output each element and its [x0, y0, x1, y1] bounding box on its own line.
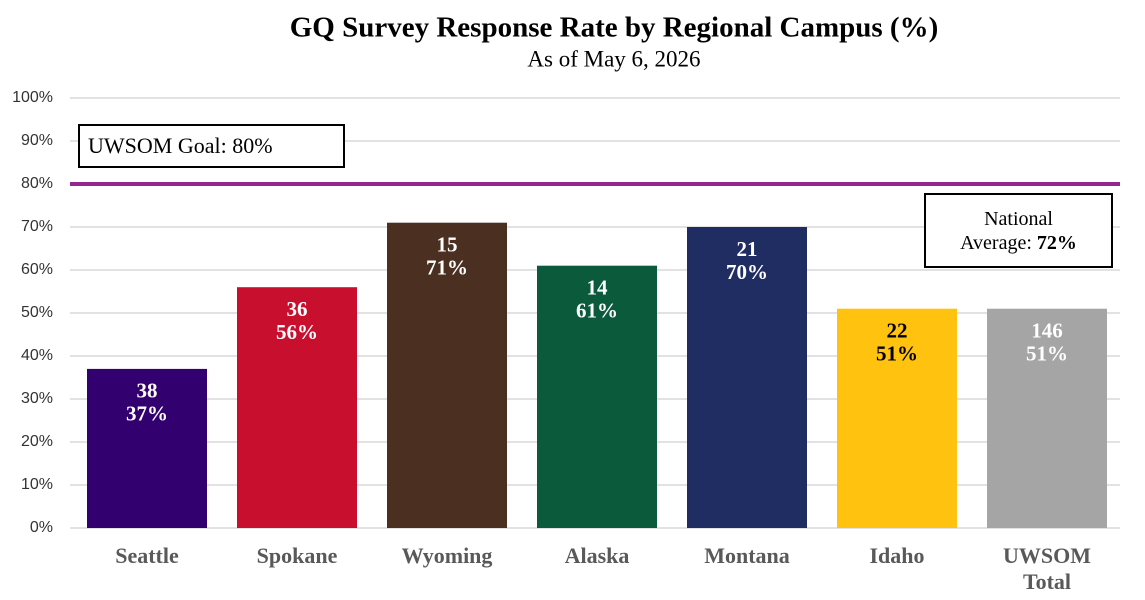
bar: [987, 308, 1107, 528]
bar: [837, 308, 957, 528]
bar: [687, 227, 807, 528]
bar: [387, 222, 507, 528]
y-tick-label: 100%: [12, 89, 53, 106]
y-tick-label: 50%: [21, 304, 53, 321]
bar-count-label: 146: [1031, 319, 1063, 343]
bar-count-label: 22: [887, 319, 908, 343]
bar-value-label: 61%: [576, 299, 618, 323]
goal-label: UWSOM Goal: 80%: [78, 124, 345, 168]
bar-value-label: 37%: [126, 402, 168, 426]
bar-value-label: 56%: [276, 320, 318, 344]
y-tick-label: 30%: [21, 390, 53, 407]
bar-count-label: 36: [287, 297, 308, 321]
bar-count-label: 14: [587, 276, 609, 300]
bar: [537, 265, 657, 528]
bar: [237, 287, 357, 528]
x-tick-label: UWSOM Total: [1003, 543, 1091, 594]
bar-value-label: 51%: [1026, 342, 1068, 366]
chart-title: GQ Survey Response Rate by Regional Camp…: [290, 12, 939, 44]
x-tick-label: Alaska: [564, 543, 630, 568]
x-tick-label: Spokane: [256, 543, 338, 568]
y-tick-label: 90%: [21, 132, 53, 149]
y-tick-label: 80%: [21, 175, 53, 192]
bar-value-label: 71%: [426, 256, 468, 280]
national-average: National Average: 72%: [924, 193, 1113, 268]
y-tick-label: 60%: [21, 261, 53, 278]
bar-value-label: 51%: [876, 342, 918, 366]
x-tick-label: Wyoming: [401, 543, 493, 568]
y-tick-label: 10%: [21, 476, 53, 493]
chart-subtitle: As of May 6, 2026: [527, 46, 700, 71]
x-tick-label: Seattle: [115, 543, 179, 568]
bar-count-label: 15: [437, 233, 458, 257]
x-tick-label: Montana: [704, 543, 790, 568]
y-tick-label: 20%: [21, 433, 53, 450]
national-average-label: National Average:: [960, 207, 1053, 254]
bar-value-label: 70%: [726, 260, 768, 284]
bar: [87, 368, 207, 528]
bar-count-label: 21: [737, 237, 758, 261]
y-tick-label: 40%: [21, 347, 53, 364]
national-average-value: 72%: [1036, 231, 1077, 254]
x-tick-label: Idaho: [869, 543, 925, 568]
y-tick-label: 70%: [21, 218, 53, 235]
bar-count-label: 38: [137, 379, 158, 403]
y-tick-label: 0%: [30, 519, 53, 536]
